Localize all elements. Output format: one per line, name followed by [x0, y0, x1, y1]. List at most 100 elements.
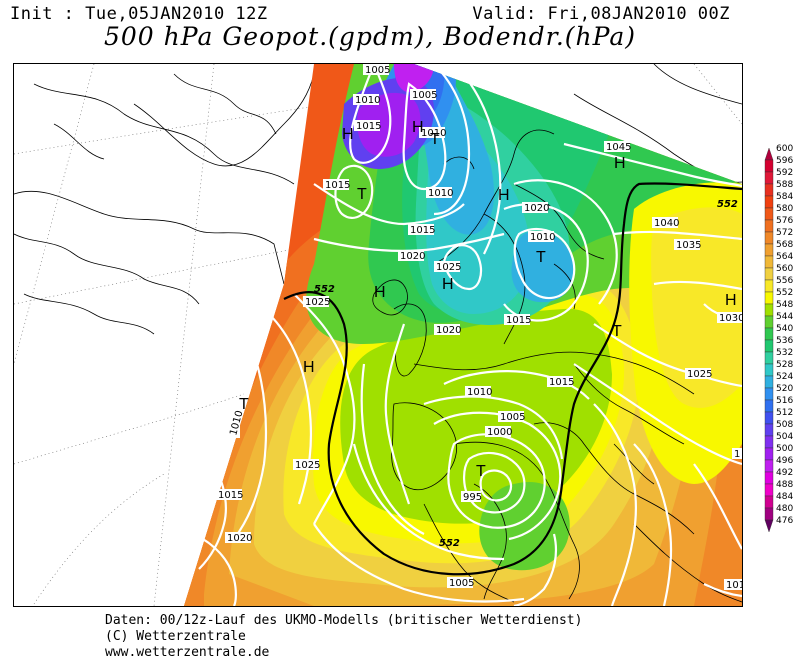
legend-swatch [764, 387, 774, 401]
high-pressure-center: H [725, 292, 737, 309]
legend-level-label: 588 [776, 180, 793, 190]
legend-level-label: 556 [776, 276, 793, 286]
svg-text:1015: 1015 [410, 225, 435, 236]
svg-text:1005: 1005 [412, 90, 437, 101]
legend-level-label: 544 [776, 312, 793, 322]
website-text: www.wetterzentrale.de [105, 645, 270, 660]
contour-552-label: 552 [439, 538, 460, 549]
legend-swatch [764, 471, 774, 485]
isobar-label: 1025 [685, 368, 712, 380]
isobar-label: 101 [724, 579, 742, 591]
svg-text:1005: 1005 [449, 578, 474, 589]
high-pressure-center: H [342, 126, 354, 143]
svg-text:1010: 1010 [421, 128, 446, 139]
isobar-label: 995 [461, 491, 482, 503]
legend-level-label: 540 [776, 324, 793, 334]
low-pressure-center: T [536, 249, 546, 266]
legend-swatch [764, 231, 774, 245]
legend-swatch [764, 423, 774, 437]
isobar-label: 1045 [604, 141, 631, 153]
legend-swatch [764, 435, 774, 449]
init-time: Init : Tue,05JAN2010 12Z [10, 4, 268, 24]
svg-text:1040: 1040 [654, 218, 679, 229]
isobar-label: 1015 [408, 224, 435, 236]
legend-level-label: 572 [776, 228, 793, 238]
svg-text:1020: 1020 [227, 533, 252, 544]
svg-text:1045: 1045 [606, 142, 631, 153]
legend-swatch [764, 351, 774, 365]
geopotential-field [184, 64, 742, 606]
legend-level-label: 592 [776, 168, 793, 178]
svg-text:1010: 1010 [530, 232, 555, 243]
isobar-label: 1010 [528, 231, 555, 243]
isobar-label: 1005 [447, 577, 474, 589]
svg-text:1025: 1025 [305, 297, 330, 308]
svg-text:1020: 1020 [524, 203, 549, 214]
isobar-label: 1010 [426, 187, 453, 199]
legend-labels: 600 596 592 588 584 580 576 572 568 564 560 556 552 5… [776, 144, 793, 526]
svg-text:1030: 1030 [719, 313, 742, 324]
legend-level-label: 492 [776, 468, 793, 478]
legend-level-label: 480 [776, 504, 793, 514]
isobar-label: 1030 [717, 312, 742, 324]
legend-level-label: 516 [776, 396, 793, 406]
outer-coastlines [14, 64, 742, 335]
svg-text:1015: 1015 [506, 315, 531, 326]
legend-swatch [764, 291, 774, 305]
legend-swatch [764, 459, 774, 473]
legend-swatch [764, 303, 774, 317]
isobar-label: 1 [732, 448, 742, 460]
svg-text:1005: 1005 [365, 65, 390, 76]
isobar-label: 1025 [434, 261, 461, 273]
legend-level-label: 524 [776, 372, 793, 382]
svg-text:1020: 1020 [400, 251, 425, 262]
isobar-label: 1025 [303, 296, 330, 308]
contour-552-label: 552 [717, 199, 738, 210]
legend-level-label: 552 [776, 288, 793, 298]
high-pressure-center: H [614, 155, 626, 172]
legend-level-label: 532 [776, 348, 793, 358]
legend-swatch [764, 363, 774, 377]
legend-swatches [764, 147, 774, 533]
valid-time: Valid: Fri,08JAN2010 00Z [472, 4, 730, 24]
color-legend: 600 596 592 588 584 580 576 572 568 564 560 556 552 5… [764, 144, 793, 533]
isobar-label: 1020 [225, 532, 252, 544]
isobar-label: 1015 [547, 376, 574, 388]
legend-level-label: 528 [776, 360, 793, 370]
svg-text:1000: 1000 [487, 427, 512, 438]
legend-level-label: 580 [776, 204, 793, 214]
isobar-label: 1010 [353, 94, 380, 106]
isobar-label: 1005 [363, 64, 390, 76]
high-pressure-center: H [412, 119, 424, 136]
legend-swatch [764, 243, 774, 257]
legend-swatch [764, 483, 774, 497]
legend-level-label: 476 [776, 516, 793, 526]
high-pressure-center: H [442, 276, 454, 293]
legend-swatch [764, 507, 774, 521]
legend-swatch [764, 339, 774, 353]
legend-swatch [764, 315, 774, 329]
svg-text:1010: 1010 [355, 95, 380, 106]
legend-level-label: 600 [776, 144, 793, 154]
chart-title: 500 hPa Geopot.(gpdm), Bodendr.(hPa) [104, 22, 636, 51]
contour-552 [283, 182, 742, 576]
svg-text:1005: 1005 [500, 412, 525, 423]
high-pressure-center: H [303, 359, 315, 376]
legend-level-label: 484 [776, 492, 793, 502]
contour-552-labels: 552 552 552 [314, 199, 738, 549]
weather-map: 552 552 552 1005 1010 1005 1015 1010 101… [13, 63, 743, 607]
legend-swatch [764, 147, 774, 161]
svg-text:1025: 1025 [436, 262, 461, 273]
legend-swatch [764, 327, 774, 341]
high-pressure-center: H [498, 187, 510, 204]
legend-swatch [764, 267, 774, 281]
isobar-label: 1035 [674, 239, 701, 251]
low-pressure-center: T [357, 186, 367, 203]
legend-level-label: 596 [776, 156, 793, 166]
legend-swatch [764, 183, 774, 197]
contour-552-label: 552 [314, 284, 335, 295]
legend-level-label: 512 [776, 408, 793, 418]
svg-text:101: 101 [726, 580, 742, 591]
legend-level-label: 504 [776, 432, 793, 442]
low-pressure-center: T [476, 463, 486, 480]
